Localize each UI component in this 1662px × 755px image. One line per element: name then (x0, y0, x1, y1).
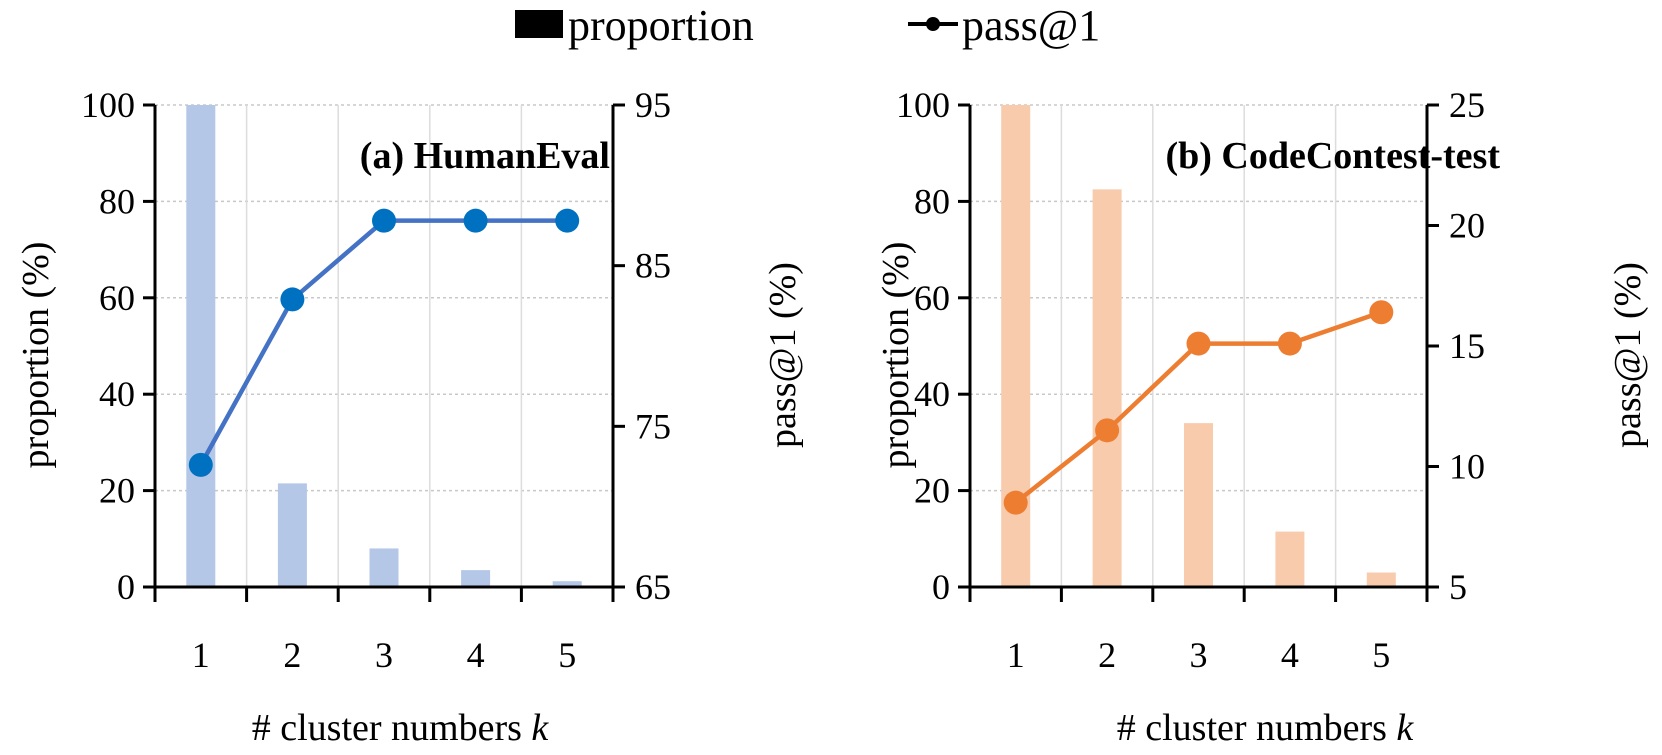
y-right-tick-label: 95 (635, 85, 671, 125)
y-right-tick-label: 10 (1449, 447, 1485, 487)
x-tick-label: 3 (375, 635, 393, 675)
y-left-tick-label: 40 (99, 374, 135, 414)
x-tick-label: 2 (1098, 635, 1116, 675)
x-tick-label: 3 (1190, 635, 1208, 675)
point-pass-at-1-k1 (1003, 490, 1028, 515)
legend-bar-label: proportion (568, 1, 754, 50)
y-left-tick-label: 80 (99, 181, 135, 221)
bar-proportion-k1 (186, 105, 216, 587)
y-axis-left-label: proportion (%) (875, 242, 917, 469)
y-axis-left-label: proportion (%) (15, 242, 57, 469)
bar-proportion-k1 (1001, 105, 1031, 587)
line-series (1003, 300, 1394, 515)
bar-proportion-k5 (1366, 572, 1396, 587)
y-right-tick-label: 75 (635, 406, 671, 446)
x-axis-label-var: k (531, 707, 549, 749)
x-tick-label: 1 (1007, 635, 1025, 675)
bar-proportion-k3 (1184, 423, 1213, 587)
bar-proportion-k4 (461, 570, 491, 587)
axes (968, 105, 1429, 602)
ticks: 0 20 40 60 80 100 5 10 15 20 25 1 2 3 4 5 (896, 85, 1485, 675)
ticks: 0 20 40 60 80 100 65 75 85 95 1 2 3 4 5 (81, 85, 671, 675)
x-tick-label: 4 (467, 635, 485, 675)
x-tick-label: 4 (1281, 635, 1299, 675)
bar-proportion-k3 (369, 548, 399, 587)
y-left-tick-label: 60 (914, 278, 950, 318)
point-pass-at-1-k2 (280, 287, 305, 312)
x-axis-label-prefix: # cluster numbers (252, 707, 532, 749)
point-pass-at-1-k3 (372, 208, 396, 233)
x-tick-label: 5 (558, 635, 576, 675)
y-left-tick-label: 60 (99, 278, 135, 318)
legend: proportion pass@1 (515, 1, 1100, 50)
y-right-tick-label: 65 (635, 567, 671, 607)
line-pass-at-1 (198, 218, 568, 466)
point-pass-at-1-k2 (1095, 418, 1120, 443)
point-pass-at-1-k5 (1369, 300, 1394, 325)
line-series (188, 208, 580, 477)
gridlines (155, 104, 613, 587)
x-axis-label: # cluster numbers k (1117, 707, 1415, 749)
bar-proportion-k2 (1092, 189, 1122, 587)
panel-codecontest: 0 20 40 60 80 100 5 10 15 20 25 1 2 3 4 5 (b) CodeConte… (875, 85, 1649, 749)
x-axis-label: # cluster numbers k (252, 707, 550, 749)
y-right-tick-label: 25 (1449, 85, 1485, 125)
y-right-tick-label: 20 (1449, 206, 1485, 246)
y-right-tick-label: 5 (1449, 567, 1467, 607)
x-tick-label: 1 (192, 635, 210, 675)
y-right-tick-label: 85 (635, 246, 671, 286)
bars (186, 105, 582, 587)
y-left-tick-label: 40 (914, 374, 950, 414)
legend-line-marker (926, 17, 940, 31)
y-left-tick-label: 20 (914, 471, 950, 511)
panel-title: (b) CodeContest-test (1165, 135, 1500, 177)
y-left-tick-label: 80 (914, 181, 950, 221)
x-tick-label: 2 (283, 635, 301, 675)
y-right-tick-label: 15 (1449, 326, 1485, 366)
y-left-tick-label: 20 (99, 471, 135, 511)
x-axis-label-var: k (1396, 707, 1414, 749)
point-pass-at-1-k4 (1277, 331, 1302, 356)
y-left-tick-label: 100 (81, 85, 135, 125)
x-axis-label-prefix: # cluster numbers (1117, 707, 1397, 749)
bar-proportion-k5 (552, 581, 582, 587)
point-pass-at-1-k5 (555, 208, 580, 233)
y-axis-right-label: pass@1 (%) (1607, 262, 1649, 448)
point-pass-at-1-k4 (463, 208, 488, 233)
legend-bar-swatch (515, 10, 563, 38)
panel-title: (a) HumanEval (360, 135, 610, 177)
bar-proportion-k2 (277, 483, 307, 587)
y-left-tick-label: 0 (932, 567, 950, 607)
bar-proportion-k4 (1275, 531, 1305, 587)
axes (153, 105, 615, 602)
y-left-tick-label: 100 (896, 85, 950, 125)
y-left-tick-label: 0 (117, 567, 135, 607)
legend-line-label: pass@1 (962, 1, 1100, 50)
point-pass-at-1-k1 (188, 452, 213, 477)
x-tick-label: 5 (1372, 635, 1390, 675)
point-pass-at-1-k3 (1186, 331, 1211, 356)
y-axis-right-label: pass@1 (%) (762, 262, 804, 448)
